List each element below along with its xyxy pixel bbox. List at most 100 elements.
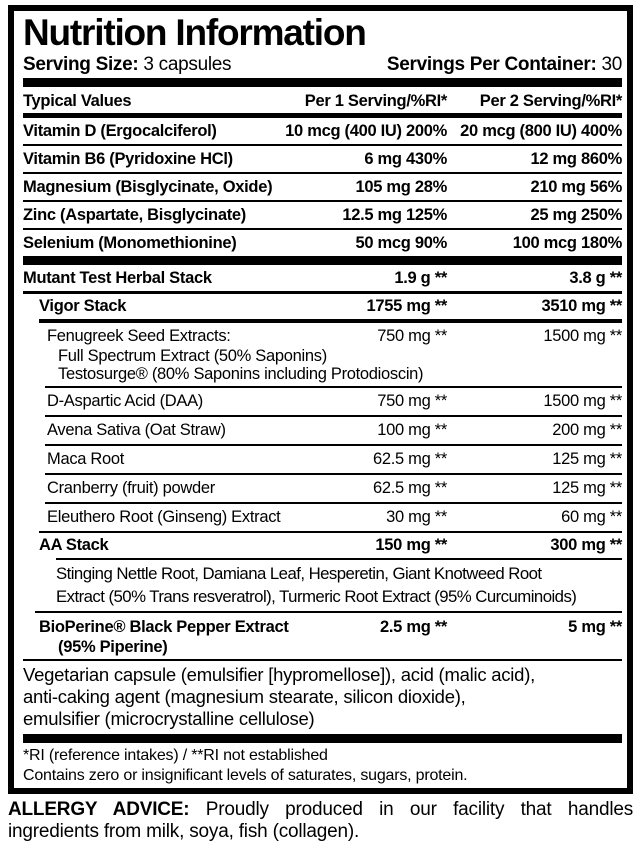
row-per2: 125 mg ** [552, 479, 622, 497]
row-name: Avena Sativa (Oat Straw) [47, 421, 226, 439]
row-name: Zinc (Aspartate, Bisglycinate) [23, 205, 246, 224]
row-per1: 6 mg 430% [364, 149, 447, 168]
row-divider [39, 319, 622, 323]
row-name: BioPerine® Black Pepper Extract [39, 618, 289, 636]
other-ingredients: Vegetarian capsule (emulsifier [hypromel… [23, 664, 535, 729]
bioperine-subline: (95% Piperine) [58, 638, 168, 656]
row-divider [23, 228, 622, 230]
serving-size-label: Serving Size: [23, 54, 139, 75]
nutrition-label: Nutrition Information Serving Size: 3 ca… [8, 5, 633, 794]
table-row-maca-root: Maca Root 62.5 mg ** 125 mg ** [23, 446, 622, 473]
row-per2: 100 mcg 180% [512, 233, 623, 252]
row-per2: 1500 mg ** [543, 327, 622, 345]
footnotes: *RI (reference intakes) / **RI not estab… [23, 743, 622, 788]
row-per2: 20 mcg (800 IU) 400% [460, 121, 622, 140]
table-row-d-aspartic-acid: D-Aspartic Acid (DAA) 750 mg ** 1500 mg … [23, 388, 622, 415]
page-title: Nutrition Information [23, 12, 367, 53]
row-per1: 30 mg ** [386, 508, 447, 526]
row-per1: 100 mg ** [377, 421, 447, 439]
allergy-advice-label: ALLERGY ADVICE: [8, 799, 190, 820]
row-per2: 60 mg ** [561, 508, 622, 526]
row-per2: 3510 mg ** [541, 297, 623, 315]
row-divider [45, 444, 622, 446]
section-divider-thick [23, 256, 622, 265]
servings-per-container: Servings Per Container: 30 [387, 53, 622, 76]
row-per1: 105 mg 28% [355, 177, 448, 196]
table-row-zinc: Zinc (Aspartate, Bisglycinate) 12.5 mg 1… [23, 202, 622, 228]
table-row-selenium: Selenium (Monomethionine) 50 mcg 90% 100… [23, 230, 622, 256]
row-name: Fenugreek Seed Extracts: [47, 327, 231, 345]
section-divider-thick [23, 734, 622, 743]
row-per2: 210 mg 56% [530, 177, 623, 196]
section-divider-thick [23, 78, 622, 87]
column-header-per-1-serving: Per 1 Serving/%RI* [304, 92, 448, 110]
header-divider [23, 113, 622, 118]
table-row-aa-stack: AA Stack 150 mg ** 300 mg ** [23, 533, 622, 558]
allergy-advice-text: Proudly produced in our facility that ha… [8, 799, 634, 842]
row-per2: 200 mg ** [552, 421, 622, 439]
aa-stack-ingredients: Stinging Nettle Root, Damiana Leaf, Hesp… [56, 564, 577, 606]
row-per1: 10 mcg (400 IU) 200% [285, 121, 447, 140]
row-per2: 5 mg ** [568, 618, 622, 636]
row-per2: 25 mg 250% [530, 205, 623, 224]
row-per1: 12.5 mg 125% [342, 205, 447, 224]
row-divider [45, 502, 622, 504]
table-header-row: Typical Values Per 1 Serving/%RI* Per 2 … [23, 87, 622, 113]
table-row-vitamin-b6: Vitamin B6 (Pyridoxine HCl) 6 mg 430% 12… [23, 146, 622, 172]
row-name: AA Stack [39, 536, 109, 554]
row-name: Vigor Stack [39, 297, 127, 315]
row-name: Cranberry (fruit) powder [47, 479, 215, 497]
row-divider [23, 172, 622, 174]
allergy-advice: ALLERGY ADVICE: Proudly produced in our … [8, 799, 633, 842]
table-row-vigor-stack: Vigor Stack 1755 mg ** 3510 mg ** [23, 294, 622, 319]
table-row-avena-sativa: Avena Sativa (Oat Straw) 100 mg ** 200 m… [23, 417, 622, 444]
table-row-bioperine: BioPerine® Black Pepper Extract 2.5 mg *… [23, 613, 622, 659]
serving-size-value: 3 capsules [138, 54, 232, 75]
footnote-contains: Contains zero or insignificant levels of… [23, 767, 468, 784]
row-name: Selenium (Monomethionine) [23, 233, 237, 252]
servings-per-container-value: 30 [596, 54, 622, 75]
row-divider [45, 386, 622, 388]
row-per2: 125 mg ** [552, 450, 622, 468]
row-name: Vitamin B6 (Pyridoxine HCl) [23, 149, 233, 168]
row-per1: 2.5 mg ** [380, 618, 447, 636]
table-row-mutant-test-herbal-stack: Mutant Test Herbal Stack 1.9 g ** 3.8 g … [23, 265, 622, 291]
row-name: Maca Root [47, 450, 125, 468]
row-per1: 1755 mg ** [366, 297, 448, 315]
row-divider [23, 144, 622, 146]
column-header-per-2-serving: Per 2 Serving/%RI* [479, 92, 623, 110]
footnote-ri: *RI (reference intakes) / **RI not estab… [23, 747, 328, 764]
row-per1: 750 mg ** [377, 327, 447, 345]
fenugreek-subline-2: Testosurge® (80% Saponins including Prot… [58, 365, 424, 383]
row-per2: 300 mg ** [550, 536, 622, 554]
row-name: Mutant Test Herbal Stack [23, 269, 212, 287]
row-per2: 3.8 g ** [569, 269, 622, 287]
row-divider [45, 415, 622, 417]
row-divider [35, 611, 622, 613]
servings-per-container-label: Servings Per Container: [386, 54, 597, 75]
row-per1: 1.9 g ** [394, 269, 447, 287]
row-divider [39, 531, 622, 533]
row-per2: 1500 mg ** [543, 392, 622, 410]
serving-line: Serving Size: 3 capsules Servings Per Co… [23, 53, 622, 76]
row-name: Vitamin D (Ergocalciferol) [23, 121, 217, 140]
table-row-eleuthero-root: Eleuthero Root (Ginseng) Extract 30 mg *… [23, 504, 622, 531]
row-divider [56, 558, 622, 560]
row-per2: 12 mg 860% [530, 149, 623, 168]
row-name: Magnesium (Bisglycinate, Oxide) [23, 177, 273, 196]
row-divider [45, 473, 622, 475]
serving-size: Serving Size: 3 capsules [23, 53, 232, 76]
row-per1: 62.5 mg ** [372, 450, 447, 468]
row-per1: 150 mg ** [375, 536, 447, 554]
table-row-vitamin-d: Vitamin D (Ergocalciferol) 10 mcg (400 I… [23, 118, 622, 144]
fenugreek-subline-1: Full Spectrum Extract (50% Saponins) [58, 347, 327, 365]
row-divider [23, 659, 622, 661]
row-divider [23, 200, 622, 202]
table-row-fenugreek: Fenugreek Seed Extracts: 750 mg ** 1500 … [23, 323, 622, 386]
row-per1: 62.5 mg ** [372, 479, 447, 497]
table-row-magnesium: Magnesium (Bisglycinate, Oxide) 105 mg 2… [23, 174, 622, 200]
row-name: D-Aspartic Acid (DAA) [47, 392, 203, 410]
row-per1: 750 mg ** [377, 392, 447, 410]
table-row-cranberry: Cranberry (fruit) powder 62.5 mg ** 125 … [23, 475, 622, 502]
column-header-typical-values: Typical Values [23, 92, 132, 110]
